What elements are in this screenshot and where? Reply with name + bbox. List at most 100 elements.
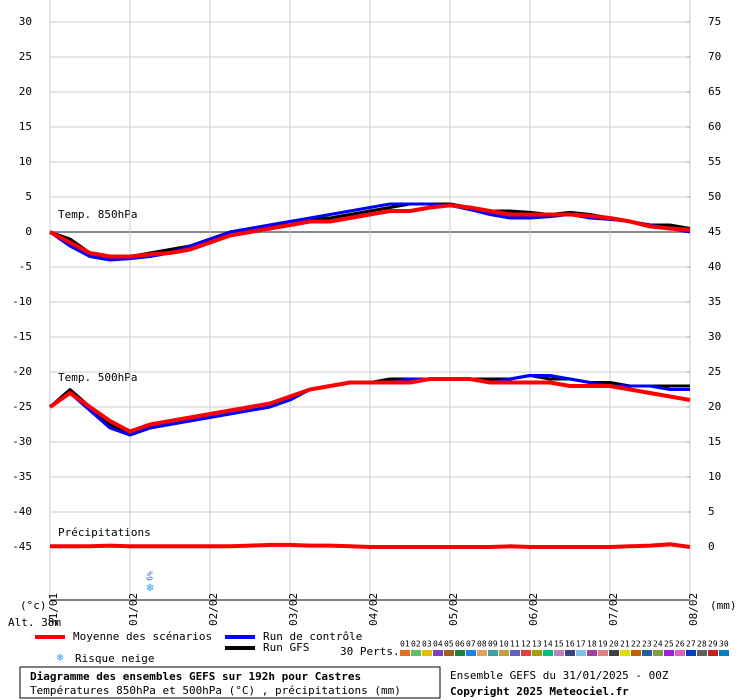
y-tick-label: -15 xyxy=(12,330,32,343)
y-tick-label: 10 xyxy=(19,155,32,168)
pert-number: 24 xyxy=(653,640,663,649)
pert-swatch xyxy=(598,650,608,656)
pert-number: 22 xyxy=(631,640,641,649)
perts-label: 30 Perts. xyxy=(340,645,400,658)
y2-tick-label: 20 xyxy=(708,400,721,413)
pert-number: 16 xyxy=(565,640,575,649)
legend-label: Run de contrôle xyxy=(263,630,362,643)
y2-unit: (mm) xyxy=(710,599,737,612)
y-tick-label: -30 xyxy=(12,435,32,448)
pert-number: 02 xyxy=(411,640,421,649)
y2-tick-label: 60 xyxy=(708,120,721,133)
pert-swatch xyxy=(675,650,685,656)
footer-subtitle: Températures 850hPa et 500hPa (°C) , pré… xyxy=(30,684,401,697)
pert-number: 01 xyxy=(400,640,410,649)
pert-swatch xyxy=(411,650,421,656)
y-unit: (°c) xyxy=(20,599,47,612)
pert-number: 03 xyxy=(422,640,432,649)
x-tick-label: 06/02 xyxy=(527,593,540,626)
pert-swatch xyxy=(488,650,498,656)
y-tick-label: 25 xyxy=(19,50,32,63)
pert-number: 08 xyxy=(477,640,487,649)
pert-swatch xyxy=(499,650,509,656)
pert-swatch xyxy=(477,650,487,656)
pert-number: 21 xyxy=(620,640,630,649)
panel-label: Temp. 500hPa xyxy=(58,371,137,384)
y2-tick-label: 40 xyxy=(708,260,721,273)
snow-icon: ❄ xyxy=(57,651,64,664)
pert-number: 09 xyxy=(488,640,498,649)
series-line xyxy=(49,203,691,259)
pert-swatch xyxy=(576,650,586,656)
x-tick-label: 02/02 xyxy=(207,593,220,626)
x-tick-label: 08/02 xyxy=(687,593,700,626)
y-tick-label: -20 xyxy=(12,365,32,378)
pert-number: 30 xyxy=(719,640,729,649)
pert-number: 20 xyxy=(609,640,619,649)
y-tick-label: 0 xyxy=(25,225,32,238)
pert-swatch xyxy=(521,650,531,656)
pert-swatch xyxy=(609,650,619,656)
y2-tick-label: 45 xyxy=(708,225,721,238)
y-tick-label: -45 xyxy=(12,540,32,553)
pert-number: 06 xyxy=(455,640,465,649)
pert-number: 28 xyxy=(697,640,707,649)
run-info: Ensemble GEFS du 31/01/2025 - 00Z xyxy=(450,669,669,682)
footer-title: Diagramme des ensembles GEFS sur 192h po… xyxy=(30,670,361,683)
pert-swatch xyxy=(719,650,729,656)
y-tick-label: 30 xyxy=(19,15,32,28)
pert-swatch xyxy=(532,650,542,656)
x-tick-label: 01/02 xyxy=(127,593,140,626)
x-tick-label: 03/02 xyxy=(287,593,300,626)
pert-swatch xyxy=(455,650,465,656)
pert-number: 11 xyxy=(510,640,520,649)
y-tick-label: -10 xyxy=(12,295,32,308)
pert-number: 25 xyxy=(664,640,674,649)
y2-tick-label: 25 xyxy=(708,365,721,378)
footer-box xyxy=(19,666,441,699)
pert-number: 14 xyxy=(543,640,553,649)
snow-marker: ❄ xyxy=(146,581,153,595)
pert-swatch xyxy=(543,650,553,656)
y2-tick-label: 30 xyxy=(708,330,721,343)
pert-number: 19 xyxy=(598,640,608,649)
pert-swatch xyxy=(422,650,432,656)
panel-label: Temp. 850hPa xyxy=(58,208,137,221)
pert-swatch xyxy=(620,650,630,656)
pert-swatch xyxy=(444,650,454,656)
pert-swatch xyxy=(686,650,696,656)
y2-tick-label: 35 xyxy=(708,295,721,308)
y2-tick-label: 5 xyxy=(708,505,715,518)
y2-tick-label: 10 xyxy=(708,470,721,483)
pert-number: 13 xyxy=(532,640,542,649)
pert-number: 27 xyxy=(686,640,696,649)
snow-label: 6% xyxy=(146,571,155,581)
x-tick-label: 31/01 xyxy=(47,593,60,626)
pert-number: 29 xyxy=(708,640,718,649)
y2-tick-label: 70 xyxy=(708,50,721,63)
pert-swatch xyxy=(433,650,443,656)
legend-label: Moyenne des scénarios xyxy=(73,630,212,643)
pert-number: 07 xyxy=(466,640,476,649)
grid xyxy=(49,0,691,600)
pert-swatch xyxy=(697,650,707,656)
panel-label: Précipitations xyxy=(58,526,151,539)
pert-number: 10 xyxy=(499,640,509,649)
copyright: Copyright 2025 Meteociel.fr xyxy=(450,685,629,698)
pert-number: 12 xyxy=(521,640,531,649)
y2-tick-label: 50 xyxy=(708,190,721,203)
pert-swatch xyxy=(554,650,564,656)
pert-number: 18 xyxy=(587,640,597,649)
y2-tick-label: 0 xyxy=(708,540,715,553)
pert-number: 05 xyxy=(444,640,454,649)
y2-tick-label: 75 xyxy=(708,15,721,28)
y2-tick-label: 55 xyxy=(708,155,721,168)
y2-tick-label: 65 xyxy=(708,85,721,98)
series-line xyxy=(50,542,691,549)
pert-swatch xyxy=(510,650,520,656)
pert-swatch xyxy=(565,650,575,656)
legend-label: Risque neige xyxy=(75,652,154,665)
pert-number: 15 xyxy=(554,640,564,649)
y-tick-label: -25 xyxy=(12,400,32,413)
